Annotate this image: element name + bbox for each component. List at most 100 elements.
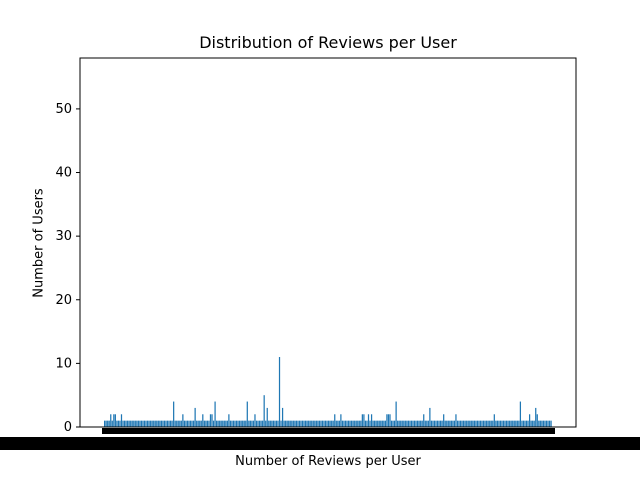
bar bbox=[295, 420, 298, 427]
bar bbox=[476, 420, 479, 427]
bar bbox=[105, 420, 107, 427]
bar bbox=[504, 420, 506, 427]
bar bbox=[521, 420, 523, 427]
bar bbox=[328, 420, 330, 427]
bar bbox=[499, 420, 502, 427]
bar bbox=[355, 420, 357, 427]
bar bbox=[125, 420, 127, 427]
bar bbox=[159, 420, 161, 427]
bar bbox=[291, 420, 293, 427]
bar bbox=[436, 420, 439, 427]
bar bbox=[390, 420, 393, 427]
bar bbox=[518, 420, 520, 427]
bar bbox=[515, 420, 517, 427]
bar bbox=[435, 420, 437, 427]
bar bbox=[452, 420, 454, 427]
bar bbox=[146, 420, 149, 427]
bar bbox=[136, 420, 138, 427]
bar bbox=[479, 420, 482, 427]
bar bbox=[519, 401, 522, 427]
bar bbox=[335, 420, 337, 427]
bar bbox=[535, 407, 537, 427]
bar bbox=[487, 420, 489, 427]
bar bbox=[409, 420, 411, 427]
bar bbox=[123, 420, 126, 427]
bar bbox=[397, 420, 399, 427]
bar bbox=[266, 407, 268, 427]
bar bbox=[142, 420, 144, 427]
bar bbox=[545, 420, 548, 427]
bar bbox=[383, 420, 385, 427]
bar bbox=[272, 420, 274, 427]
bar bbox=[338, 420, 340, 427]
bar bbox=[306, 420, 308, 427]
bar bbox=[377, 420, 379, 427]
bar bbox=[294, 420, 296, 427]
bar bbox=[459, 420, 462, 427]
bar bbox=[245, 420, 247, 427]
bar bbox=[384, 420, 386, 427]
bar bbox=[447, 420, 449, 427]
bar bbox=[532, 420, 534, 427]
bar bbox=[398, 420, 400, 427]
bar bbox=[117, 420, 120, 427]
bar bbox=[381, 420, 383, 427]
bar bbox=[524, 420, 526, 427]
bar bbox=[446, 420, 448, 427]
bar bbox=[429, 407, 431, 427]
bar bbox=[269, 420, 271, 427]
bar bbox=[361, 414, 363, 427]
bar bbox=[275, 420, 278, 427]
bar bbox=[252, 420, 255, 427]
bar bbox=[413, 420, 416, 427]
bar bbox=[143, 420, 146, 427]
y-tick-label: 0 bbox=[64, 420, 72, 435]
bar bbox=[475, 420, 477, 427]
bar bbox=[214, 401, 216, 427]
bar bbox=[472, 420, 474, 427]
bar bbox=[463, 420, 465, 427]
bar bbox=[528, 414, 531, 427]
bar bbox=[274, 420, 276, 427]
bar bbox=[289, 420, 291, 427]
bar bbox=[544, 420, 546, 427]
bar bbox=[393, 420, 396, 427]
bar bbox=[467, 420, 469, 427]
y-tick-label: 50 bbox=[55, 102, 72, 117]
bar bbox=[226, 420, 228, 427]
bar bbox=[525, 420, 528, 427]
bar bbox=[292, 420, 294, 427]
bar bbox=[433, 420, 436, 427]
bar bbox=[438, 420, 440, 427]
bar bbox=[194, 407, 196, 427]
bar bbox=[366, 420, 368, 427]
bar bbox=[470, 420, 472, 427]
bar bbox=[217, 420, 219, 427]
bar bbox=[277, 420, 279, 427]
bar bbox=[298, 420, 301, 427]
bar bbox=[478, 420, 480, 427]
bar bbox=[148, 420, 150, 427]
bar bbox=[358, 420, 360, 427]
bar bbox=[536, 414, 538, 427]
bar bbox=[235, 420, 238, 427]
bar bbox=[162, 420, 164, 427]
bar bbox=[171, 420, 173, 427]
bar bbox=[432, 420, 434, 427]
bar bbox=[120, 414, 123, 427]
bar bbox=[254, 414, 256, 427]
chart-title: Distribution of Reviews per User bbox=[199, 33, 457, 52]
bar bbox=[239, 420, 241, 427]
y-tick-label: 40 bbox=[55, 166, 72, 181]
bar bbox=[104, 420, 106, 427]
bar bbox=[512, 420, 514, 427]
bar bbox=[332, 420, 334, 427]
bar bbox=[404, 420, 406, 427]
bar bbox=[340, 414, 342, 427]
bar bbox=[203, 420, 205, 427]
bar bbox=[134, 420, 136, 427]
bar bbox=[344, 420, 347, 427]
bar bbox=[165, 420, 167, 427]
bar bbox=[473, 420, 475, 427]
